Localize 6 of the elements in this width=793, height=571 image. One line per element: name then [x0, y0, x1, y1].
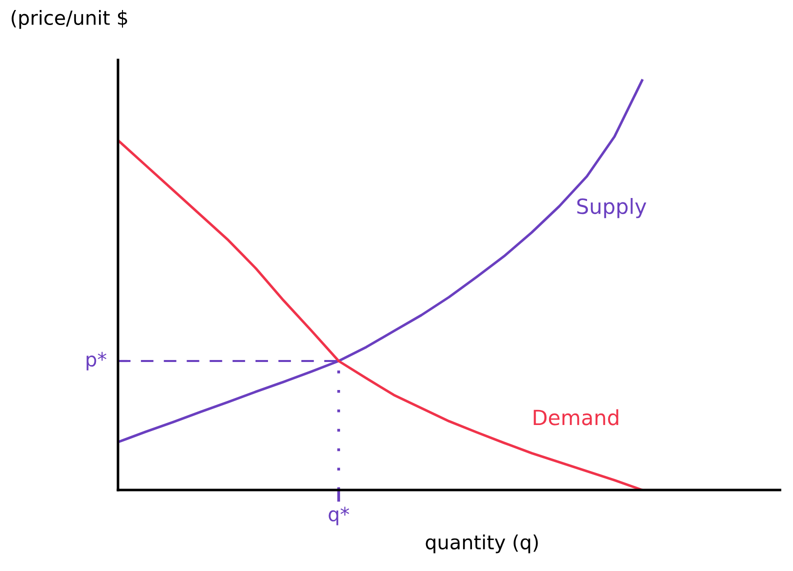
text: q*: [328, 506, 350, 526]
ref-line-label: p*: [86, 352, 106, 370]
series-label: Supply: [577, 198, 646, 218]
series-label: Demand: [534, 409, 618, 426]
y-axis-title: (price/unit $: [12, 10, 128, 29]
x-axis-title: quantity (q): [426, 534, 538, 554]
